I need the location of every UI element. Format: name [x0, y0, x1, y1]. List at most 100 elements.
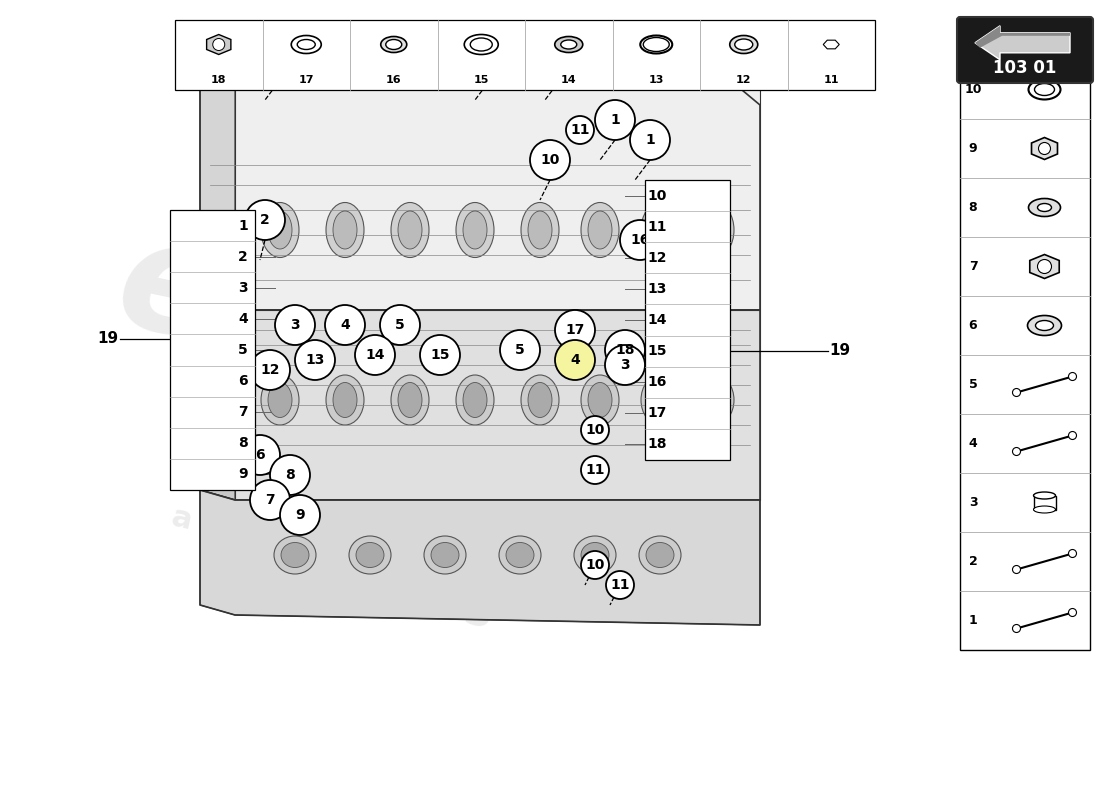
Circle shape: [530, 140, 570, 180]
Text: 8: 8: [285, 468, 295, 482]
Ellipse shape: [336, 71, 384, 89]
Ellipse shape: [1028, 198, 1060, 217]
Ellipse shape: [464, 34, 498, 54]
Ellipse shape: [648, 211, 672, 249]
Polygon shape: [975, 26, 1070, 60]
Ellipse shape: [703, 382, 727, 418]
Circle shape: [581, 416, 609, 444]
Text: 1: 1: [969, 614, 978, 627]
Text: a passion for parts: a passion for parts: [168, 502, 492, 598]
Text: 3: 3: [239, 281, 248, 294]
Circle shape: [606, 571, 634, 599]
Circle shape: [620, 220, 660, 260]
Ellipse shape: [648, 382, 672, 418]
Circle shape: [1012, 566, 1021, 574]
Polygon shape: [200, 80, 235, 320]
Text: 5: 5: [969, 378, 978, 391]
Text: rts: rts: [308, 372, 572, 568]
Text: 18: 18: [647, 438, 667, 451]
Text: 8: 8: [969, 201, 977, 214]
Text: 15: 15: [474, 75, 488, 85]
Ellipse shape: [537, 74, 573, 86]
Circle shape: [1037, 259, 1052, 274]
Circle shape: [556, 310, 595, 350]
Ellipse shape: [398, 382, 422, 418]
Circle shape: [355, 335, 395, 375]
Ellipse shape: [506, 542, 534, 567]
Ellipse shape: [521, 202, 559, 258]
Text: 17: 17: [298, 75, 314, 85]
Text: 14: 14: [561, 75, 576, 85]
Circle shape: [1068, 609, 1077, 617]
Text: 4: 4: [570, 353, 580, 367]
Text: 18: 18: [211, 75, 227, 85]
Text: 6: 6: [969, 319, 977, 332]
Polygon shape: [975, 26, 1070, 48]
Bar: [1034, 495, 1056, 510]
FancyBboxPatch shape: [957, 17, 1093, 83]
Ellipse shape: [528, 382, 552, 418]
Ellipse shape: [326, 375, 364, 425]
Text: 10: 10: [540, 153, 560, 167]
Text: 103 01: 103 01: [993, 59, 1057, 77]
Circle shape: [1068, 431, 1077, 439]
Text: 19: 19: [98, 331, 119, 346]
Circle shape: [605, 345, 645, 385]
Ellipse shape: [261, 202, 299, 258]
Ellipse shape: [561, 40, 576, 49]
Circle shape: [470, 40, 510, 80]
Polygon shape: [235, 80, 760, 310]
Ellipse shape: [531, 71, 579, 89]
Circle shape: [540, 40, 580, 80]
Text: 11: 11: [647, 220, 667, 234]
Circle shape: [605, 330, 645, 370]
Polygon shape: [235, 310, 760, 500]
Circle shape: [581, 551, 609, 579]
Text: 10: 10: [965, 83, 981, 96]
Text: 1: 1: [275, 53, 285, 67]
Ellipse shape: [466, 71, 514, 89]
Ellipse shape: [261, 375, 299, 425]
Text: 11: 11: [610, 578, 629, 592]
Text: 10: 10: [585, 423, 605, 437]
Text: 10: 10: [647, 189, 667, 202]
Text: 12: 12: [647, 250, 667, 265]
Text: 3: 3: [290, 318, 300, 332]
Ellipse shape: [735, 39, 752, 50]
Text: 14: 14: [365, 348, 385, 362]
Text: 18: 18: [615, 343, 635, 357]
Ellipse shape: [463, 211, 487, 249]
Text: 9: 9: [969, 142, 977, 155]
Text: 17: 17: [647, 406, 667, 420]
Ellipse shape: [1034, 83, 1055, 95]
Text: 6: 6: [239, 374, 248, 388]
Ellipse shape: [407, 74, 443, 86]
Circle shape: [420, 335, 460, 375]
Text: 15: 15: [430, 348, 450, 362]
Ellipse shape: [703, 211, 727, 249]
Ellipse shape: [696, 375, 734, 425]
Text: 12: 12: [736, 75, 751, 85]
Ellipse shape: [463, 382, 487, 418]
Ellipse shape: [390, 202, 429, 258]
Ellipse shape: [499, 536, 541, 574]
Text: 12: 12: [261, 363, 279, 377]
Ellipse shape: [652, 74, 688, 86]
Ellipse shape: [644, 38, 669, 51]
Ellipse shape: [398, 211, 422, 249]
Text: 9: 9: [295, 508, 305, 522]
Text: 16: 16: [647, 375, 667, 390]
Ellipse shape: [349, 536, 390, 574]
Text: 9: 9: [239, 467, 248, 482]
Ellipse shape: [390, 375, 429, 425]
Text: 5: 5: [395, 318, 405, 332]
Ellipse shape: [591, 71, 639, 89]
Text: 7: 7: [239, 406, 248, 419]
Text: 16: 16: [630, 233, 650, 247]
Text: 11: 11: [570, 123, 590, 137]
Text: 10: 10: [585, 558, 605, 572]
Text: 2: 2: [260, 213, 270, 227]
Text: eur: eur: [103, 207, 416, 413]
Ellipse shape: [640, 35, 672, 54]
Ellipse shape: [1037, 203, 1052, 211]
